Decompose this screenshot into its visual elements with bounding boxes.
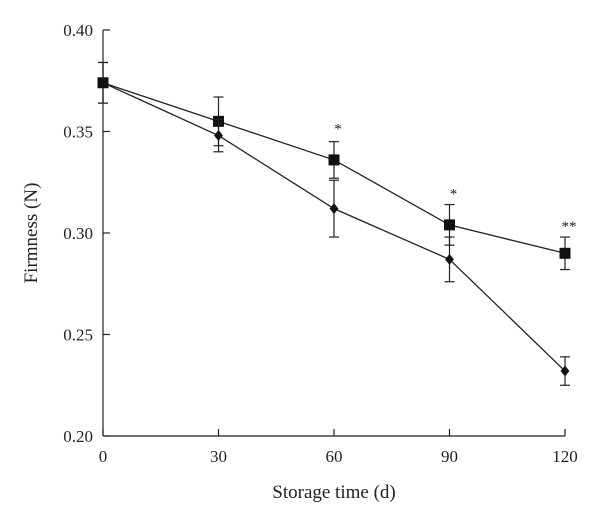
y-tick-label: 0.25 [63, 326, 93, 345]
y-tick-label: 0.30 [63, 224, 93, 243]
y-ticks: 0.20 0.25 0.30 0.35 0.40 [63, 21, 110, 446]
x-tick-label: 120 [552, 447, 578, 466]
data-point-square [559, 247, 571, 259]
x-axis-title: Storage time (d) [272, 482, 395, 503]
x-tick-label: 0 [99, 447, 108, 466]
significance-marker: ** [562, 219, 577, 235]
plot-area: **** [97, 61, 577, 386]
significance-marker: * [450, 186, 458, 202]
x-axis: 0 30 60 90 120 [99, 429, 578, 466]
x-tick-label: 30 [210, 447, 227, 466]
data-point-diamond [329, 203, 339, 215]
data-point-diamond [560, 365, 570, 377]
x-ticks: 0 30 60 90 120 [99, 429, 578, 466]
significance-marker: * [334, 122, 342, 138]
data-point-square [444, 219, 455, 231]
significance-annotations: **** [334, 122, 576, 235]
data-point-diamond [98, 77, 108, 89]
data-point-diamond [445, 253, 454, 265]
y-axis-title: Firmness (N) [21, 183, 42, 284]
data-point-diamond [214, 130, 223, 142]
series-1 [97, 61, 571, 271]
y-tick-label: 0.40 [63, 21, 93, 40]
series-2 [98, 61, 570, 386]
y-tick-label: 0.20 [63, 427, 93, 446]
x-tick-label: 60 [326, 447, 343, 466]
data-point-square [328, 154, 340, 166]
y-axis: 0.20 0.25 0.30 0.35 0.40 [63, 21, 110, 446]
y-tick-label: 0.35 [63, 123, 93, 142]
x-tick-label: 90 [441, 447, 458, 466]
